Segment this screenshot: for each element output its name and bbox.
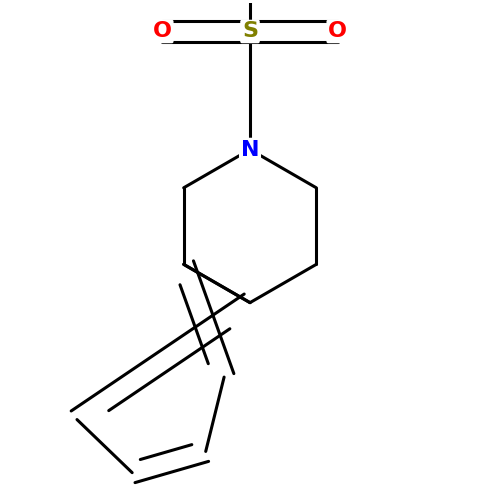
Text: N: N xyxy=(241,140,259,160)
Text: O: O xyxy=(328,22,347,42)
Text: S: S xyxy=(242,22,258,42)
Text: O: O xyxy=(153,22,172,42)
